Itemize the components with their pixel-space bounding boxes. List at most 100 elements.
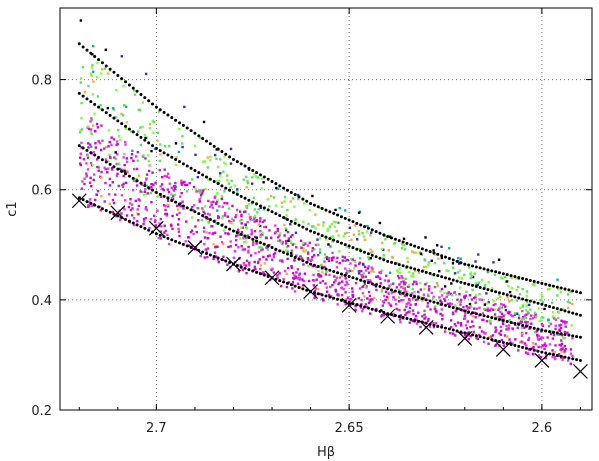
scatter-point — [298, 274, 301, 277]
scatter-point — [154, 218, 157, 222]
scatter-point — [366, 224, 369, 228]
scatter-point — [560, 342, 564, 346]
curve-point — [89, 51, 93, 55]
scatter-point — [119, 138, 122, 141]
scatter-point — [459, 257, 462, 260]
scatter-point — [103, 147, 106, 150]
scatter-point — [363, 282, 366, 286]
scatter-point — [268, 254, 271, 257]
curve-point — [220, 258, 224, 262]
scatter-point — [167, 144, 171, 148]
scatter-point — [110, 136, 113, 139]
scatter-point — [212, 232, 215, 235]
scatter-point — [133, 167, 136, 171]
curve-point — [116, 214, 120, 218]
scatter-point — [87, 142, 90, 145]
scatter-point — [266, 255, 270, 258]
scatter-point — [517, 349, 520, 352]
scatter-point — [312, 273, 315, 277]
scatter-point — [563, 320, 566, 323]
scatter-point — [452, 332, 455, 335]
curve-point — [235, 263, 239, 267]
curve-point — [285, 281, 289, 285]
curve-point — [467, 263, 471, 267]
scatter-point — [438, 296, 441, 299]
curve-point — [428, 271, 432, 275]
scatter-point — [87, 84, 90, 88]
scatter-point — [216, 216, 220, 219]
curve-point — [282, 186, 286, 190]
scatter-point — [331, 251, 334, 255]
scatter-point — [125, 121, 129, 124]
scatter-point — [395, 307, 398, 311]
scatter-point — [402, 280, 405, 283]
curve-point — [289, 283, 293, 287]
curve-point — [474, 284, 478, 288]
scatter-point — [307, 252, 310, 255]
scatter-point — [424, 265, 428, 269]
scatter-point — [330, 259, 334, 262]
scatter-point — [302, 247, 305, 250]
scatter-point — [454, 304, 457, 307]
scatter-point — [532, 284, 536, 287]
scatter-point — [403, 294, 407, 298]
curve-point — [490, 338, 494, 342]
scatter-point — [206, 156, 209, 159]
scatter-point — [363, 265, 367, 269]
curve-point — [440, 275, 444, 279]
curve-point — [100, 108, 104, 112]
curve-point — [417, 268, 421, 272]
scatter-point — [291, 233, 294, 237]
scatter-point — [234, 215, 237, 219]
scatter-point — [557, 354, 561, 358]
scatter-point — [323, 253, 327, 256]
scatter-point — [310, 258, 313, 262]
scatter-point — [469, 312, 473, 316]
scatter-point — [101, 139, 104, 142]
scatter-point — [83, 182, 86, 186]
scatter-point — [338, 250, 341, 253]
curve-point — [397, 290, 401, 294]
cross-stroke — [380, 308, 396, 324]
curve-point — [551, 306, 555, 310]
scatter-point — [236, 188, 239, 191]
scatter-point — [231, 204, 234, 208]
curve-point — [262, 206, 266, 210]
scatter-point — [394, 303, 398, 306]
scatter-point — [566, 359, 570, 362]
scatter-point — [253, 265, 257, 269]
curve-point — [528, 278, 532, 282]
scatter-point — [325, 290, 329, 293]
scatter-point — [434, 322, 438, 325]
curve-point — [139, 135, 143, 139]
scatter-point — [412, 312, 415, 316]
curve-point — [297, 195, 301, 199]
curve-point — [339, 272, 343, 276]
scatter-point — [511, 342, 514, 345]
scatter-point — [426, 302, 430, 305]
scatter-point — [224, 232, 227, 235]
scatter-point — [250, 218, 254, 222]
curve-point — [174, 157, 178, 161]
scatter-point — [459, 303, 462, 306]
scatter-point — [556, 294, 559, 297]
scatter-point — [216, 258, 220, 261]
scatter-point — [404, 266, 408, 270]
scatter-point — [324, 282, 327, 285]
scatter-point — [453, 322, 456, 326]
scatter-point — [368, 294, 372, 298]
curve-point — [336, 297, 340, 301]
y-tick-label: 0.4 — [31, 294, 52, 309]
scatter-point — [87, 127, 91, 131]
curve-point — [332, 270, 336, 274]
scatter-point — [177, 227, 180, 231]
scatter-point — [527, 336, 531, 340]
scatter-point — [323, 265, 326, 269]
scatter-point — [206, 166, 210, 169]
scatter-point — [499, 305, 503, 308]
scatter-point — [276, 276, 279, 280]
scatter-point — [399, 290, 402, 293]
scatter-point — [499, 325, 502, 329]
scatter-point — [399, 320, 402, 324]
curve-point — [127, 219, 131, 223]
